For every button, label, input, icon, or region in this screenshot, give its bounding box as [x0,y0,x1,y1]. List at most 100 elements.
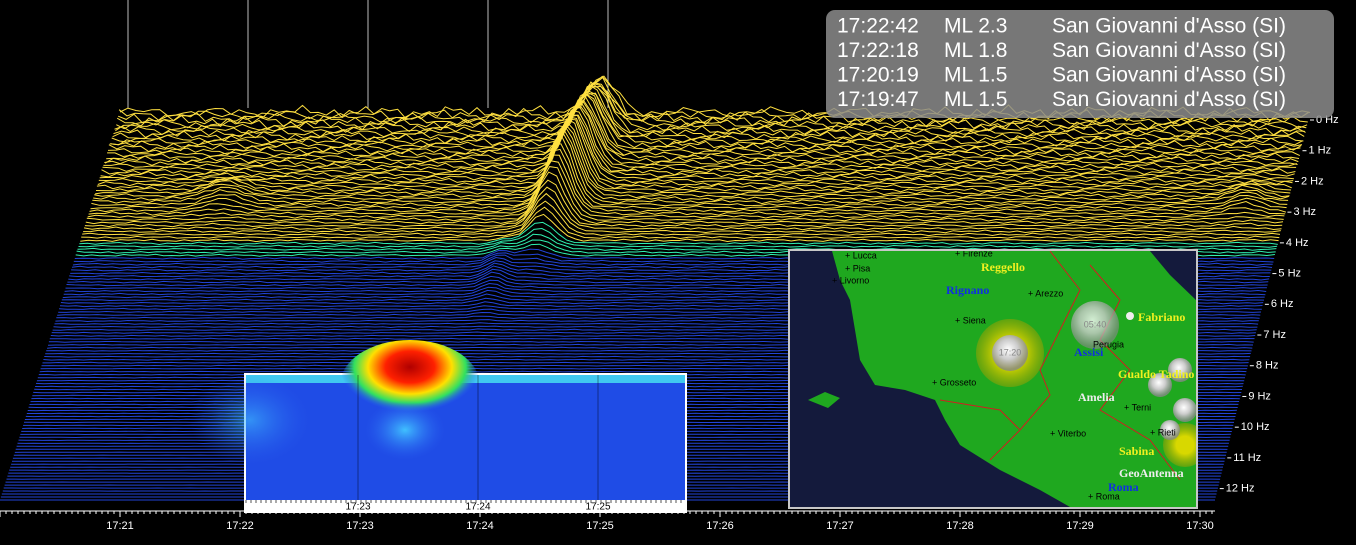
trace [98,116,1294,184]
trace [79,221,1278,246]
frequency-label: 7 Hz [1263,329,1286,341]
trace [111,90,1304,145]
trace [99,114,1294,181]
event-bubble [1126,312,1134,320]
time-label: 17:25 [586,520,614,532]
event-list-panel [826,10,1334,118]
frequency-label: 9 Hz [1248,390,1271,402]
event-bubble [1168,358,1192,382]
trace [85,171,1284,225]
time-label: 17:29 [1066,520,1094,532]
map-label: + Grosseto [932,377,976,387]
trace [94,124,1290,199]
trace [87,160,1285,219]
border [939,251,1181,481]
event-bubble [1071,301,1119,349]
inset-time-label: 17:23 [345,502,370,513]
trace [110,92,1303,147]
trace [90,143,1287,210]
trace [107,92,1301,156]
event-time: 17:20:19 [837,64,919,87]
trace [108,93,1302,153]
bubble-label: 17:20 [999,347,1022,357]
trace [82,200,1281,237]
frequency-label: 3 Hz [1293,206,1316,218]
trace [97,118,1293,187]
frequency-label: 8 Hz [1256,360,1279,372]
map-label: Roma [1108,480,1139,494]
inset-spectrogram: 17:23 17:24 17:25 [190,340,687,513]
trace [83,186,1282,231]
map-label: + Viterbo [1050,428,1086,438]
map-label: Rignano [946,283,989,297]
bubble-label: 05:40 [1084,319,1107,329]
event-bubble [1148,373,1172,397]
event-time: 17:22:42 [837,15,919,38]
trace [96,117,1292,190]
event-magnitude: ML 2.3 [944,15,1007,38]
trace [91,135,1288,207]
map-label: GeoAntenna [1119,466,1184,480]
time-label: 17:23 [346,520,374,532]
map-label: + Livorno [832,275,869,285]
frequency-label: 11 Hz [1233,452,1261,464]
map-label: Reggello [981,260,1025,274]
frequency-label: 2 Hz [1301,175,1324,187]
map-label: + Pisa [845,263,870,273]
event-bubble [1173,398,1196,422]
frequency-label: 4 Hz [1286,237,1309,249]
event-place: San Giovanni d'Asso (SI) [1052,15,1286,38]
event-list: 17:22:42 ML 2.3 San Giovanni d'Asso (SI) 17… [837,15,1286,112]
trace [107,93,1301,159]
map-label: + Lucca [845,250,877,260]
trace [100,114,1295,179]
map-label: + Siena [955,315,986,325]
trace [84,179,1283,228]
trace [88,154,1286,216]
trace [83,192,1281,234]
time-label: 17:26 [706,520,734,532]
trace [89,148,1287,213]
map-label: Sabina [1119,444,1154,458]
island [808,392,840,408]
map-label: Gualdo Tadino [1118,367,1194,381]
event-magnitude: ML 1.8 [944,39,1007,62]
event-place: San Giovanni d'Asso (SI) [1052,88,1286,111]
frequency-label: 1 Hz [1308,145,1331,157]
trace [115,82,1307,134]
frequency-label: 5 Hz [1278,267,1301,279]
trace [116,85,1308,131]
trace [92,131,1289,205]
trace [86,166,1284,222]
trace [104,102,1298,167]
inset-blob [340,340,480,430]
trace [114,81,1306,136]
event-time: 17:19:47 [837,88,919,111]
event-bubble [1160,420,1180,440]
trace [95,123,1291,196]
trace [80,213,1279,243]
trace [103,106,1297,170]
time-label: 17:27 [826,520,854,532]
event-magnitude: ML 1.5 [944,64,1007,87]
map: + Lucca + Firenze + Pisa + Livorno Reggello R… [788,249,1198,509]
inset-blob [365,400,445,460]
trace [81,206,1280,240]
trace [78,227,1278,249]
frequency-label: 6 Hz [1271,298,1294,310]
map-label: Perugia [1093,339,1124,349]
time-label: 17:28 [946,520,974,532]
event-magnitude: ML 1.5 [944,88,1007,111]
map-label: + Arezzo [1028,288,1063,298]
time-label: 17:22 [226,520,254,532]
inset-time-label: 17:25 [585,502,610,513]
event-time: 17:22:18 [837,39,919,62]
map-label: + Roma [1088,491,1120,501]
trace [113,84,1305,139]
inset-time-label: 17:24 [465,502,490,513]
map-label: Assisi [1074,345,1104,359]
trace [93,127,1289,202]
time-label: 17:24 [466,520,494,532]
event-bubble [992,335,1028,371]
